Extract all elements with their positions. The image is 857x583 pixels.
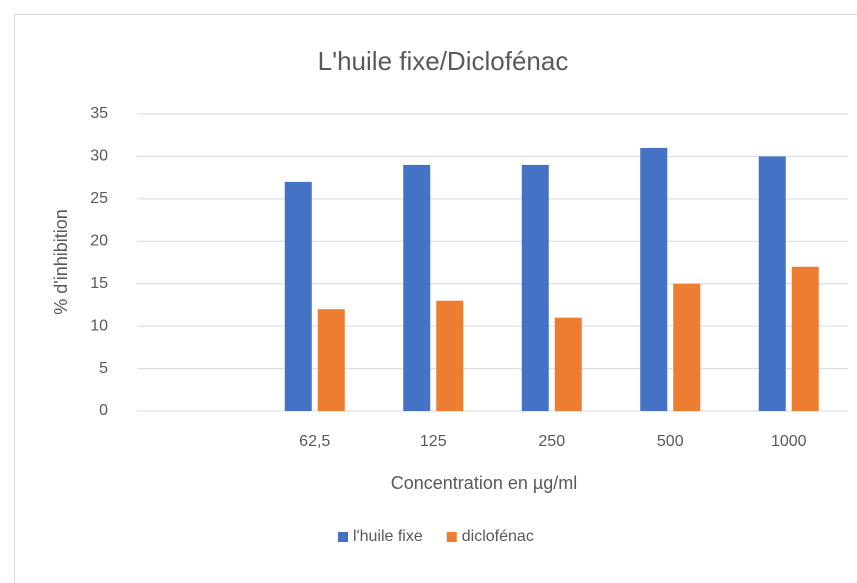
bar	[521, 164, 549, 411]
x-tick-label: 500	[657, 433, 684, 450]
chart-border	[14, 14, 857, 583]
y-tick-label: 10	[90, 317, 108, 334]
x-axis-label: Concentration en µg/ml	[391, 473, 577, 493]
bar	[673, 283, 701, 411]
y-tick-label: 30	[90, 148, 108, 165]
bar	[758, 156, 786, 411]
chart-title: L'huile fixe/Diclofénac	[318, 46, 569, 76]
bar	[284, 181, 312, 411]
x-tick-label: 250	[538, 433, 565, 450]
x-tick-label: 1000	[771, 433, 807, 450]
y-tick-label: 0	[99, 402, 108, 419]
bar	[554, 317, 582, 411]
y-tick-label: 35	[90, 105, 108, 122]
y-tick-label: 15	[90, 275, 108, 292]
y-tick-label: 20	[90, 233, 108, 250]
y-tick-label: 25	[90, 190, 108, 207]
y-axis-label: % d'inhibition	[51, 209, 71, 315]
bar	[436, 300, 464, 411]
legend-label: l'huile fixe	[353, 528, 423, 545]
x-tick-label: 62,5	[299, 433, 330, 450]
y-tick-label: 5	[99, 360, 108, 377]
bar	[640, 147, 668, 411]
bar	[403, 164, 431, 411]
legend-swatch	[446, 532, 457, 542]
bar	[317, 309, 345, 411]
x-tick-label: 125	[420, 433, 447, 450]
bar	[791, 266, 819, 411]
legend-label: diclofénac	[462, 528, 534, 545]
legend-swatch	[338, 532, 348, 542]
